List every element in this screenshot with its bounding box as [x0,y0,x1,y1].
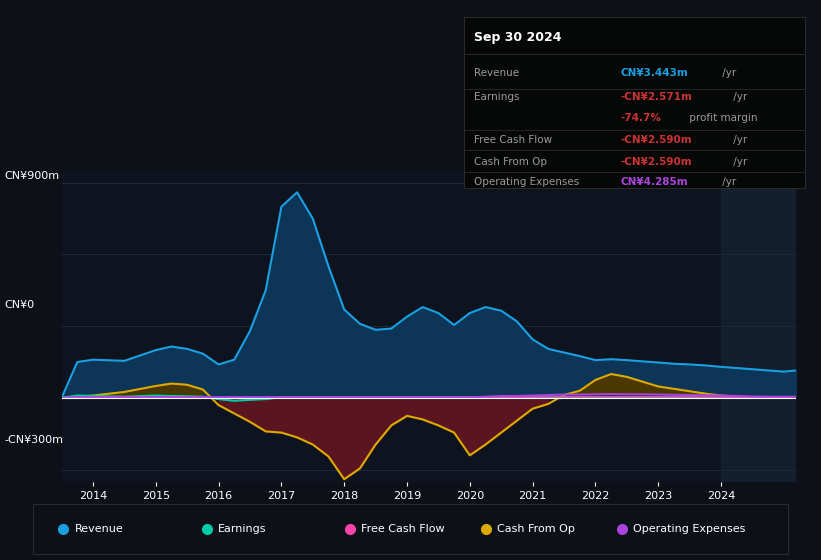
Text: /yr: /yr [730,92,747,102]
Text: /yr: /yr [718,178,736,188]
Text: Revenue: Revenue [75,524,123,534]
Text: CN¥4.285m: CN¥4.285m [621,178,688,188]
Text: -CN¥2.590m: -CN¥2.590m [621,135,692,145]
Text: Earnings: Earnings [474,92,520,102]
Text: Sep 30 2024: Sep 30 2024 [474,31,562,44]
Text: Cash From Op: Cash From Op [498,524,576,534]
Text: CN¥3.443m: CN¥3.443m [621,68,688,78]
Text: Free Cash Flow: Free Cash Flow [474,135,553,145]
Text: CN¥900m: CN¥900m [4,171,59,181]
Bar [721,171,796,482]
Text: -CN¥300m: -CN¥300m [4,435,63,445]
Text: /yr: /yr [730,157,747,167]
Text: /yr: /yr [718,68,736,78]
Text: Earnings: Earnings [218,524,266,534]
Text: CN¥0: CN¥0 [4,300,34,310]
Text: Cash From Op: Cash From Op [474,157,547,167]
Text: Operating Expenses: Operating Expenses [474,178,580,188]
Text: -CN¥2.590m: -CN¥2.590m [621,157,692,167]
Text: Free Cash Flow: Free Cash Flow [361,524,445,534]
Text: -CN¥2.571m: -CN¥2.571m [621,92,692,102]
Text: -74.7%: -74.7% [621,113,662,123]
Text: profit margin: profit margin [686,113,758,123]
Text: Operating Expenses: Operating Expenses [633,524,745,534]
Text: /yr: /yr [730,135,747,145]
Text: Revenue: Revenue [474,68,519,78]
